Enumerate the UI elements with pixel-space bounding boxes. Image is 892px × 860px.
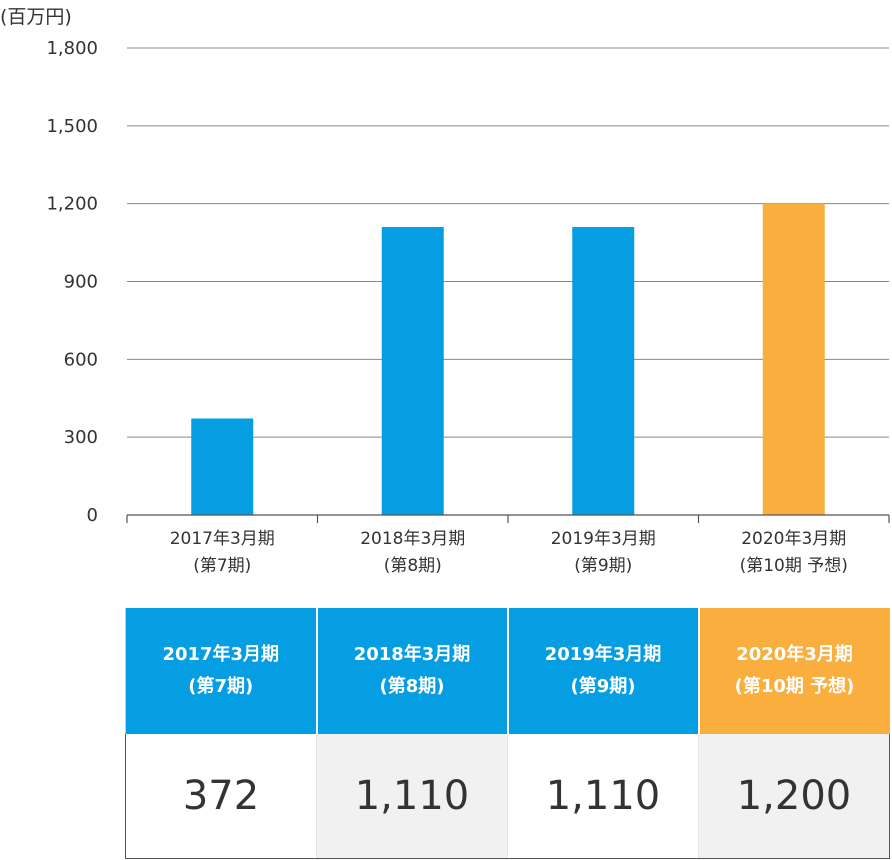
x-axis: [126, 514, 890, 523]
y-tick-label: 1,200: [46, 194, 98, 215]
x-tick-label: (第8期): [384, 556, 442, 576]
bar: [191, 418, 254, 515]
data-table: 2017年3月期 (第7期) 2018年3月期 (第8期) 2019年3月期 (第9期…: [125, 608, 890, 859]
table-header-cell: 2020年3月期 (第10期 予想): [697, 608, 890, 734]
x-tick-label: (第7期): [193, 556, 251, 576]
grid-lines: [127, 47, 889, 438]
bar: [381, 227, 444, 515]
table-value-cell: 1,200: [698, 734, 890, 859]
table-header-cell: 2017年3月期 (第7期): [125, 608, 317, 734]
table-value-cell: 1,110: [316, 734, 508, 859]
y-axis-ticks: 0 300 600 900 1,200 1,500 1,800: [46, 38, 98, 526]
x-tick-label: 2018年3月期: [360, 529, 465, 549]
x-tick-label: (第9期): [574, 556, 632, 576]
x-tick-label: 2020年3月期: [741, 529, 846, 549]
x-tick-label: 2017年3月期: [170, 529, 275, 549]
y-tick-label: 0: [87, 505, 98, 526]
x-tick-label: 2019年3月期: [551, 529, 656, 549]
x-axis-ticks: 2017年3月期 (第7期) 2018年3月期 (第8期) 2019年3月期 (第9期) 2…: [170, 529, 848, 576]
y-tick-label: 300: [64, 427, 98, 448]
table-value-cell: 1,110: [507, 734, 699, 859]
table-header-row: 2017年3月期 (第7期) 2018年3月期 (第8期) 2019年3月期 (第9期…: [125, 608, 890, 734]
y-tick-label: 1,500: [46, 116, 98, 137]
unit-label: (百万円): [0, 6, 72, 28]
bars: [191, 203, 825, 515]
bar: [762, 203, 825, 515]
table-header-cell: 2018年3月期 (第8期): [315, 608, 508, 734]
y-tick-label: 900: [64, 272, 98, 293]
y-tick-label: 600: [64, 349, 98, 370]
x-tick-label: (第10期 予想): [740, 556, 848, 576]
table-value-row: 372 1,110 1,110 1,200: [125, 734, 890, 859]
y-tick-label: 1,800: [46, 38, 98, 59]
table-value-cell: 372: [125, 734, 317, 859]
bar: [572, 227, 635, 515]
table-header-cell: 2019年3月期 (第9期): [506, 608, 699, 734]
